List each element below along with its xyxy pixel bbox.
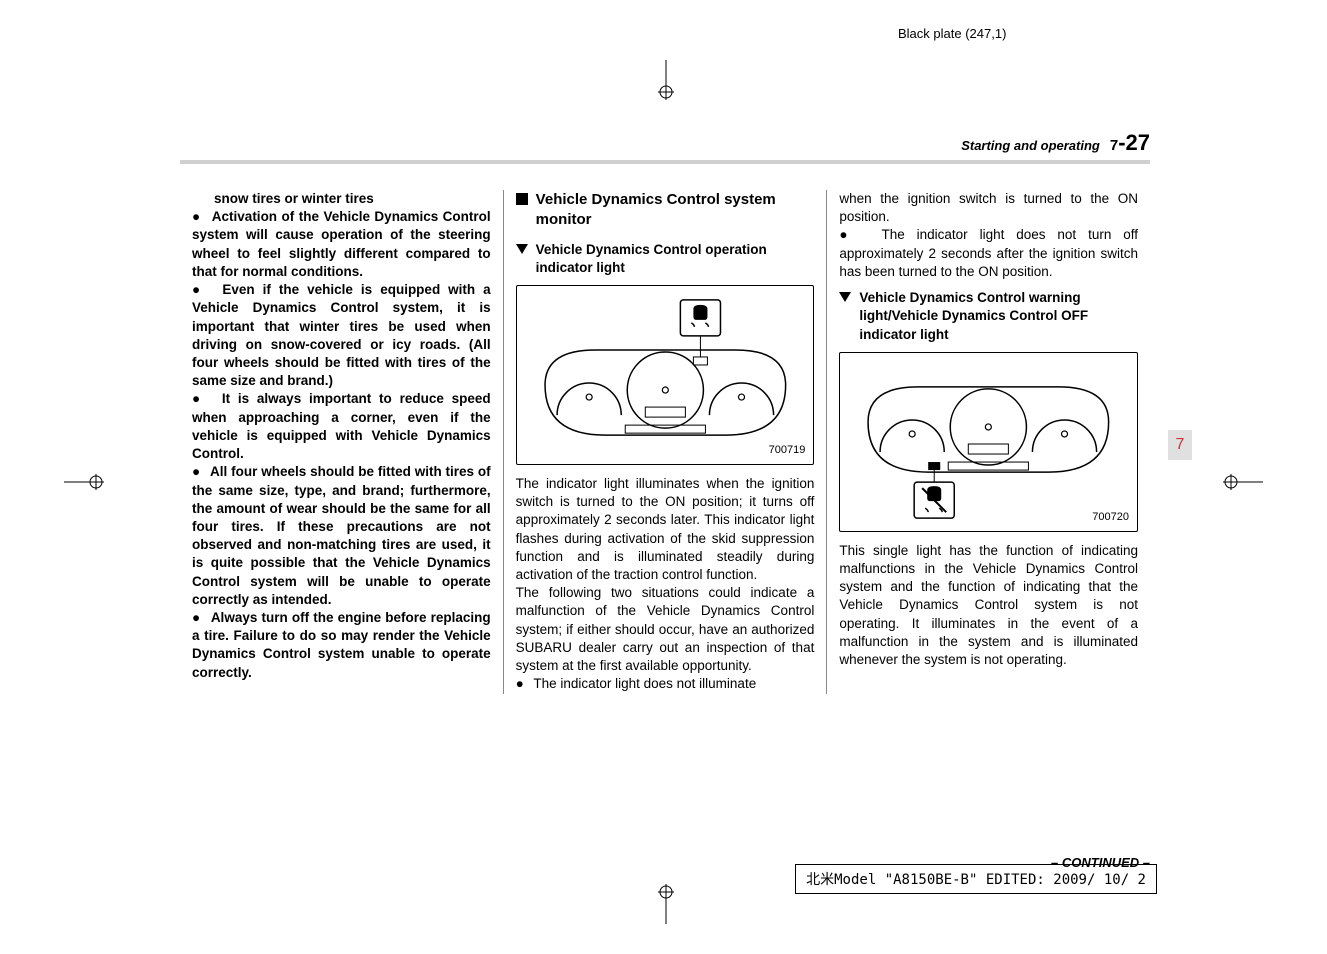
triangle-bullet-icon [839, 292, 851, 302]
col2-heading: Vehicle Dynamics Control system monitor [516, 190, 815, 231]
col2-p1: The indicator light illuminates when the… [516, 475, 815, 584]
column-3: when the ignition switch is turned to th… [827, 190, 1150, 694]
col2-subheading-text: Vehicle Dynamics Control operation indic… [536, 241, 815, 277]
square-bullet-icon [516, 193, 528, 205]
page-number: 7-27 [1110, 130, 1150, 156]
col2-b1: ● The indicator light does not illuminat… [516, 675, 815, 693]
diagram-1: 700719 [516, 285, 815, 465]
col3-subheading: Vehicle Dynamics Control warning light/V… [839, 289, 1138, 344]
crop-mark-left [64, 466, 104, 498]
crop-mark-top [650, 60, 682, 100]
col1-line1: snow tires or winter tires [192, 190, 491, 208]
section-title: Starting and operating [961, 138, 1100, 153]
diagram-1-number: 700719 [769, 443, 806, 458]
crop-mark-bottom [650, 884, 682, 924]
col3-p1: when the ignition switch is turned to th… [839, 190, 1138, 226]
plate-info: Black plate (247,1) [898, 26, 1006, 41]
diagram-2: 700720 [839, 352, 1138, 532]
col3-p2: This single light has the function of in… [839, 542, 1138, 670]
col1-p4: ● All four wheels should be fitted with … [192, 463, 491, 609]
col1-p2: ● Even if the vehicle is equipped with a… [192, 281, 491, 390]
col2-p2: The following two situations could indic… [516, 584, 815, 675]
page-content: Starting and operating 7-27 7 snow tires… [180, 130, 1150, 694]
col2-heading-text: Vehicle Dynamics Control system monitor [536, 190, 815, 231]
diagram-2-number: 700720 [1092, 510, 1129, 525]
text-columns: snow tires or winter tires ● Activation … [180, 190, 1150, 694]
dashboard-illustration-2 [848, 361, 1129, 523]
col1-p5: ● Always turn off the engine before repl… [192, 609, 491, 682]
chapter-number: 7 [1110, 137, 1118, 154]
crop-mark-right [1223, 466, 1263, 498]
col1-p3: ● It is always important to reduce speed… [192, 390, 491, 463]
col3-b1: ● The indicator light does not turn off … [839, 226, 1138, 281]
dashboard-illustration-1 [525, 294, 806, 456]
chapter-tab: 7 [1168, 430, 1192, 460]
page-suffix: -27 [1118, 130, 1150, 155]
col1-p1: ● Activation of the Vehicle Dynamics Con… [192, 208, 491, 281]
column-2: Vehicle Dynamics Control system monitor … [504, 190, 828, 694]
triangle-bullet-icon [516, 244, 528, 254]
footer-info: 北米Model "A8150BE-B" EDITED: 2009/ 10/ 2 [795, 864, 1157, 894]
page-header: Starting and operating 7-27 [180, 130, 1150, 164]
col3-subheading-text: Vehicle Dynamics Control warning light/V… [859, 289, 1138, 344]
col2-subheading: Vehicle Dynamics Control operation indic… [516, 241, 815, 277]
column-1: snow tires or winter tires ● Activation … [180, 190, 504, 694]
